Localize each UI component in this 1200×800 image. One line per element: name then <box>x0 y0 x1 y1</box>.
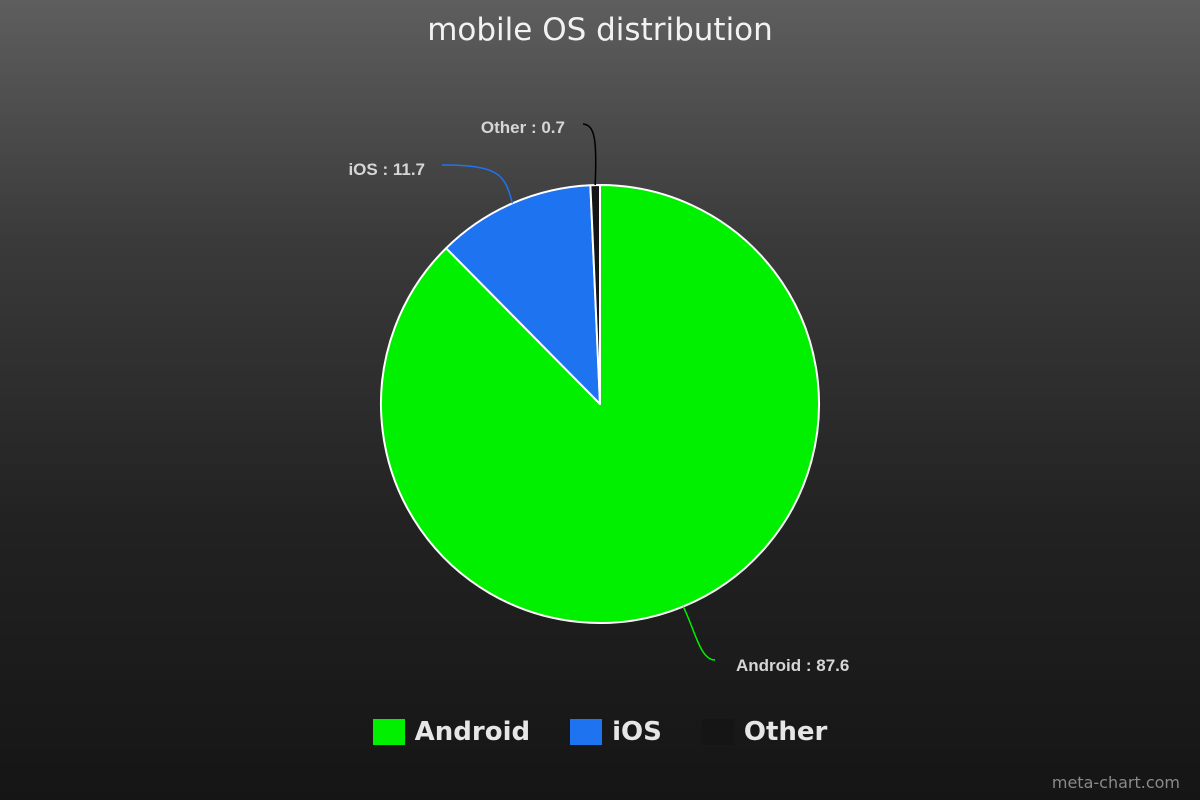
legend-swatch-other <box>701 719 734 745</box>
label-connector-other <box>582 123 597 186</box>
pie-slice-other[interactable] <box>589 184 601 405</box>
legend-item-other[interactable]: Other <box>701 717 828 747</box>
data-label-ios: iOS : 11.7 <box>348 160 425 179</box>
legend-label-other: Other <box>743 717 828 747</box>
legend-item-android[interactable]: Android <box>372 717 531 747</box>
legend-label-android: Android <box>414 717 531 747</box>
legend-swatch-ios <box>570 719 603 745</box>
pie-slice-ios[interactable] <box>445 184 601 405</box>
chart-title: mobile OS distribution <box>427 12 773 48</box>
legend-label-ios: iOS <box>612 717 662 747</box>
legend-swatch-android <box>372 719 405 745</box>
watermark: meta-chart.com <box>1051 773 1180 792</box>
label-connector-android <box>682 606 716 661</box>
data-label-other: Other : 0.7 <box>481 118 565 137</box>
legend-item-ios[interactable]: iOS <box>570 717 662 747</box>
data-label-android: Android : 87.6 <box>736 656 849 675</box>
label-connector-ios <box>441 164 514 204</box>
legend: Android iOS Other <box>0 717 1200 747</box>
